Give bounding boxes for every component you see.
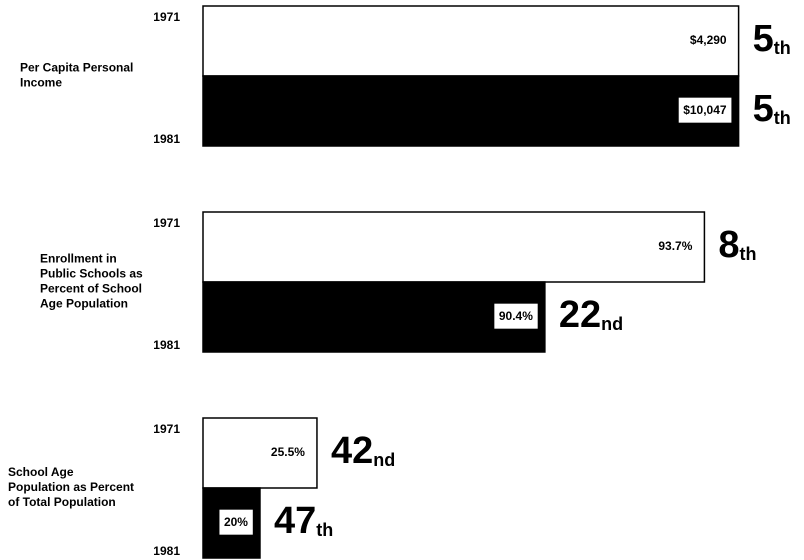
rank-label: 42nd <box>331 430 395 472</box>
rank-number: 8 <box>718 224 739 266</box>
year-label: 1981 <box>153 544 180 558</box>
bar <box>202 5 740 77</box>
year-label: 1971 <box>153 216 180 230</box>
value-box <box>493 302 539 330</box>
rank-label: 8th <box>718 224 756 266</box>
panel-title: Enrollment in <box>40 252 117 266</box>
rank-number: 42 <box>331 430 373 472</box>
value-label: 25.5% <box>271 445 305 459</box>
rank-suffix: th <box>774 38 791 58</box>
rank-number: 5 <box>753 88 774 130</box>
rank-label: 5th <box>753 88 791 130</box>
panel-title: Income <box>20 76 62 90</box>
value-label: 93.7% <box>658 239 692 253</box>
rank-number: 22 <box>559 294 601 336</box>
year-label: 1981 <box>153 132 180 146</box>
rank-suffix: nd <box>601 314 623 334</box>
rank-label: 22nd <box>559 294 623 336</box>
panel-title: Per Capita Personal <box>20 61 133 75</box>
bar <box>202 281 546 353</box>
rank-suffix: th <box>316 520 333 540</box>
rank-label: 47th <box>274 500 333 542</box>
panel-title: Percent of School <box>40 282 142 296</box>
rank-label: 5th <box>753 18 791 60</box>
year-label: 1981 <box>153 338 180 352</box>
panel-title: Public Schools as <box>40 267 143 281</box>
value-label: 20% <box>224 515 248 529</box>
value-box <box>677 96 733 124</box>
panel-title: Age Population <box>40 297 128 311</box>
bar <box>202 75 740 147</box>
year-label: 1971 <box>153 422 180 436</box>
value-box <box>218 508 254 536</box>
value-label: $10,047 <box>683 103 727 117</box>
rank-number: 47 <box>274 500 316 542</box>
rank-suffix: nd <box>373 450 395 470</box>
rank-suffix: th <box>774 108 791 128</box>
rank-number: 5 <box>753 18 774 60</box>
year-label: 1971 <box>153 10 180 24</box>
value-label: $4,290 <box>690 33 727 47</box>
bar <box>202 417 318 489</box>
panel-title: of Total Population <box>8 495 116 509</box>
value-label: 90.4% <box>499 309 533 323</box>
panel-title: Population as Percent <box>8 480 134 494</box>
bar <box>202 211 706 283</box>
rank-suffix: th <box>740 244 757 264</box>
panel-title: School Age <box>8 465 74 479</box>
